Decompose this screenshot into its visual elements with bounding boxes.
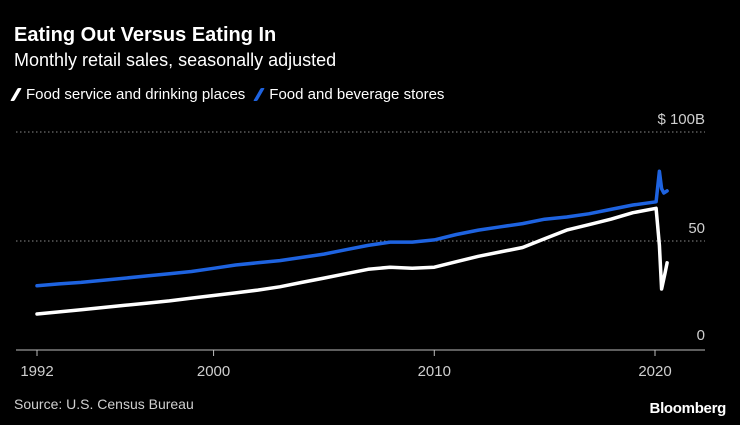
- chart-subtitle: Monthly retail sales, seasonally adjuste…: [14, 50, 337, 70]
- legend-label-food-service: Food service and drinking places: [26, 86, 246, 103]
- x-tick-label-2010: 2010: [418, 363, 451, 380]
- y-tick-label-0: 0: [697, 327, 705, 344]
- x-tick-label-2020: 2020: [638, 363, 671, 380]
- x-tick-label-1992: 1992: [20, 363, 53, 380]
- y-tick-label-100: $ 100B: [657, 111, 705, 128]
- source-note: Source: U.S. Census Bureau: [14, 396, 194, 412]
- legend-label-food-stores: Food and beverage stores: [269, 86, 445, 103]
- y-tick-label-50: 50: [688, 220, 705, 237]
- chart-title: Eating Out Versus Eating In: [14, 24, 277, 46]
- legend: Food service and drinking places Food an…: [10, 86, 456, 103]
- x-tick-label-2000: 2000: [197, 363, 230, 380]
- legend-item-food-stores: Food and beverage stores: [253, 86, 445, 103]
- legend-item-food-service: Food service and drinking places: [10, 86, 246, 103]
- bloomberg-logo: Bloomberg: [649, 400, 727, 417]
- series-line-food-stores: [35, 169, 669, 288]
- series-line-food-service: [35, 206, 669, 316]
